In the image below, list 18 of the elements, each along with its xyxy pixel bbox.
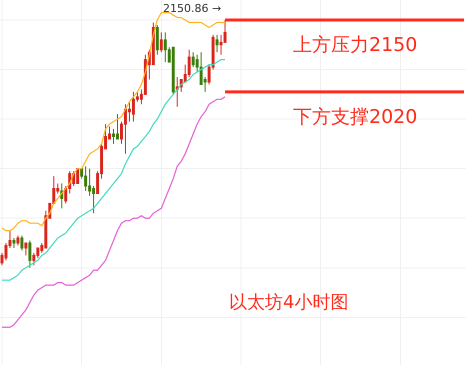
- candlestick: [20, 235, 24, 251]
- candlestick: [216, 34, 219, 53]
- candlestick: [192, 52, 195, 68]
- candlestick: [160, 32, 163, 53]
- candlestick: [12, 238, 16, 248]
- candlestick: [76, 168, 80, 184]
- candlestick: [28, 240, 32, 268]
- candlestick: [132, 91, 135, 122]
- candlestick: [24, 242, 28, 256]
- candlestick: [124, 104, 127, 154]
- ref-line-label: 下方支撑2020: [293, 106, 418, 128]
- text: 以太坊4小时图: [229, 292, 348, 313]
- annotation: 2150.86 →: [163, 2, 222, 15]
- candlestick: [164, 32, 167, 63]
- candlestick: [156, 24, 159, 56]
- candlestick: [16, 235, 20, 246]
- ref-line-label: 上方压力2150: [293, 34, 418, 56]
- candlestick: [176, 76, 179, 108]
